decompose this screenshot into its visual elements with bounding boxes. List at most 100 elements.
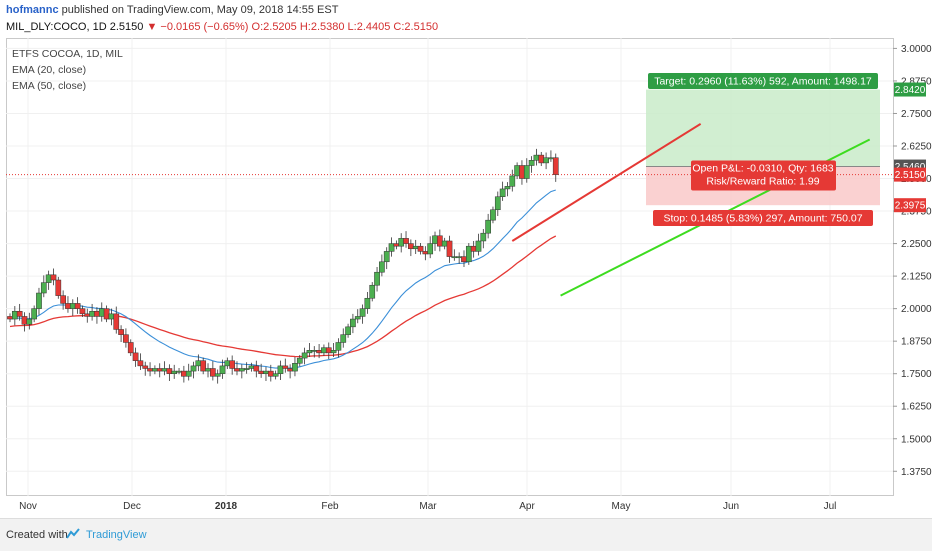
candle-body xyxy=(74,303,81,309)
y-tick-label: 1.3750 xyxy=(901,467,932,478)
candle-body xyxy=(422,251,429,255)
candle-body xyxy=(132,352,139,361)
target-label: Target: 0.2960 (11.63%) 592, Amount: 149… xyxy=(654,76,872,88)
chart-frame xyxy=(6,38,894,496)
price-badge-text: 2.8420 xyxy=(895,85,926,96)
candle-body xyxy=(499,188,506,197)
candle-body xyxy=(523,165,530,179)
price-badge xyxy=(894,82,926,97)
candle-body xyxy=(84,313,91,317)
candle-body xyxy=(330,350,337,354)
candle-body xyxy=(152,368,158,372)
footer: Created with TradingView xyxy=(0,518,932,551)
candle-body xyxy=(441,240,448,247)
candle-body xyxy=(538,154,545,164)
target-zone[interactable] xyxy=(646,89,880,167)
candle-body xyxy=(94,310,100,317)
candle-body xyxy=(480,232,487,242)
candle-body xyxy=(408,243,414,250)
candle-body xyxy=(253,365,260,372)
candle-body xyxy=(335,342,342,351)
candle-body xyxy=(490,209,496,221)
candle-body xyxy=(345,326,351,335)
author-name[interactable]: hofmannc xyxy=(6,4,59,16)
candle-body xyxy=(36,292,42,309)
candle-body xyxy=(55,279,62,296)
candle-body xyxy=(451,256,458,259)
legend-ema50[interactable]: EMA (50, close) xyxy=(12,80,87,92)
candle-body xyxy=(127,342,134,354)
stop-label-box xyxy=(653,210,873,226)
candle-body xyxy=(369,284,376,299)
tradingview-link[interactable]: TradingView xyxy=(86,529,147,541)
candle-body xyxy=(494,196,501,210)
quote-line: MIL_DLY:COCO, 1D 2.5150 ▼ −0.0165 (−0.65… xyxy=(6,21,438,33)
y-tick-label: 2.1250 xyxy=(901,272,932,283)
publish-info: hofmannc published on TradingView.com, M… xyxy=(6,4,338,16)
candle-body xyxy=(200,360,207,372)
candle-body xyxy=(205,368,211,372)
candle-body xyxy=(432,235,438,244)
candle-body xyxy=(26,318,33,325)
candle-body xyxy=(475,240,482,252)
x-tick-label: Mar xyxy=(419,501,437,512)
candle-body xyxy=(393,243,400,247)
candle-body xyxy=(301,352,308,359)
candle-body xyxy=(108,313,115,320)
candle-body xyxy=(185,370,192,377)
pl-label-box xyxy=(691,160,836,191)
candle-body xyxy=(69,303,76,309)
candle-body xyxy=(509,175,516,187)
candle-body xyxy=(519,165,525,179)
candle-body xyxy=(166,368,173,374)
y-tick-label: 2.7500 xyxy=(901,109,932,120)
upper-trendline[interactable] xyxy=(511,123,702,242)
candle-body xyxy=(359,308,366,317)
y-tick-label: 1.7500 xyxy=(901,369,932,380)
candle-body xyxy=(552,157,559,175)
candle-body xyxy=(171,370,178,374)
candle-body xyxy=(219,365,226,374)
y-tick-label: 2.8750 xyxy=(901,76,932,87)
candle-body xyxy=(292,363,298,372)
candle-body xyxy=(31,308,37,320)
candle-body xyxy=(16,310,23,317)
candle-body xyxy=(316,350,322,354)
candle-body xyxy=(147,368,153,372)
candle-body xyxy=(528,160,535,166)
x-tick-label: May xyxy=(612,501,631,512)
candle-body xyxy=(123,334,129,343)
candle-body xyxy=(156,368,163,372)
candle-body xyxy=(176,370,182,373)
candle-body xyxy=(374,271,380,286)
candle-body xyxy=(321,347,327,354)
candle-body xyxy=(161,368,168,372)
x-tick-label: Nov xyxy=(19,501,37,512)
candle-body xyxy=(485,219,491,234)
candle-body xyxy=(461,256,467,263)
candle-body xyxy=(263,370,269,374)
candle-body xyxy=(287,368,293,372)
candle-body xyxy=(21,316,28,325)
candle-body xyxy=(470,245,477,252)
candle-body xyxy=(195,360,202,367)
x-tick-label: Jun xyxy=(723,501,739,512)
price-badge xyxy=(894,167,926,182)
candle-body xyxy=(543,157,549,164)
candle-body xyxy=(272,373,279,377)
legend-ema20[interactable]: EMA (20, close) xyxy=(12,64,87,76)
y-tick-label: 2.0000 xyxy=(901,304,932,315)
price-badge-text: 2.3975 xyxy=(895,201,926,212)
candle-body xyxy=(267,370,274,377)
candle-body xyxy=(137,360,144,367)
price-badge xyxy=(894,198,926,213)
candle-body xyxy=(398,238,405,247)
candle-body xyxy=(60,295,66,304)
x-tick-label: Dec xyxy=(123,501,141,512)
price-chart[interactable]: 3.00002.87502.75002.62502.50002.37502.25… xyxy=(0,0,932,518)
candle-body xyxy=(465,245,472,263)
target-label-box xyxy=(648,73,878,89)
candle-body xyxy=(258,370,264,374)
rr-label: Risk/Reward Ratio: 1.99 xyxy=(706,176,819,188)
candle-body xyxy=(306,350,313,354)
